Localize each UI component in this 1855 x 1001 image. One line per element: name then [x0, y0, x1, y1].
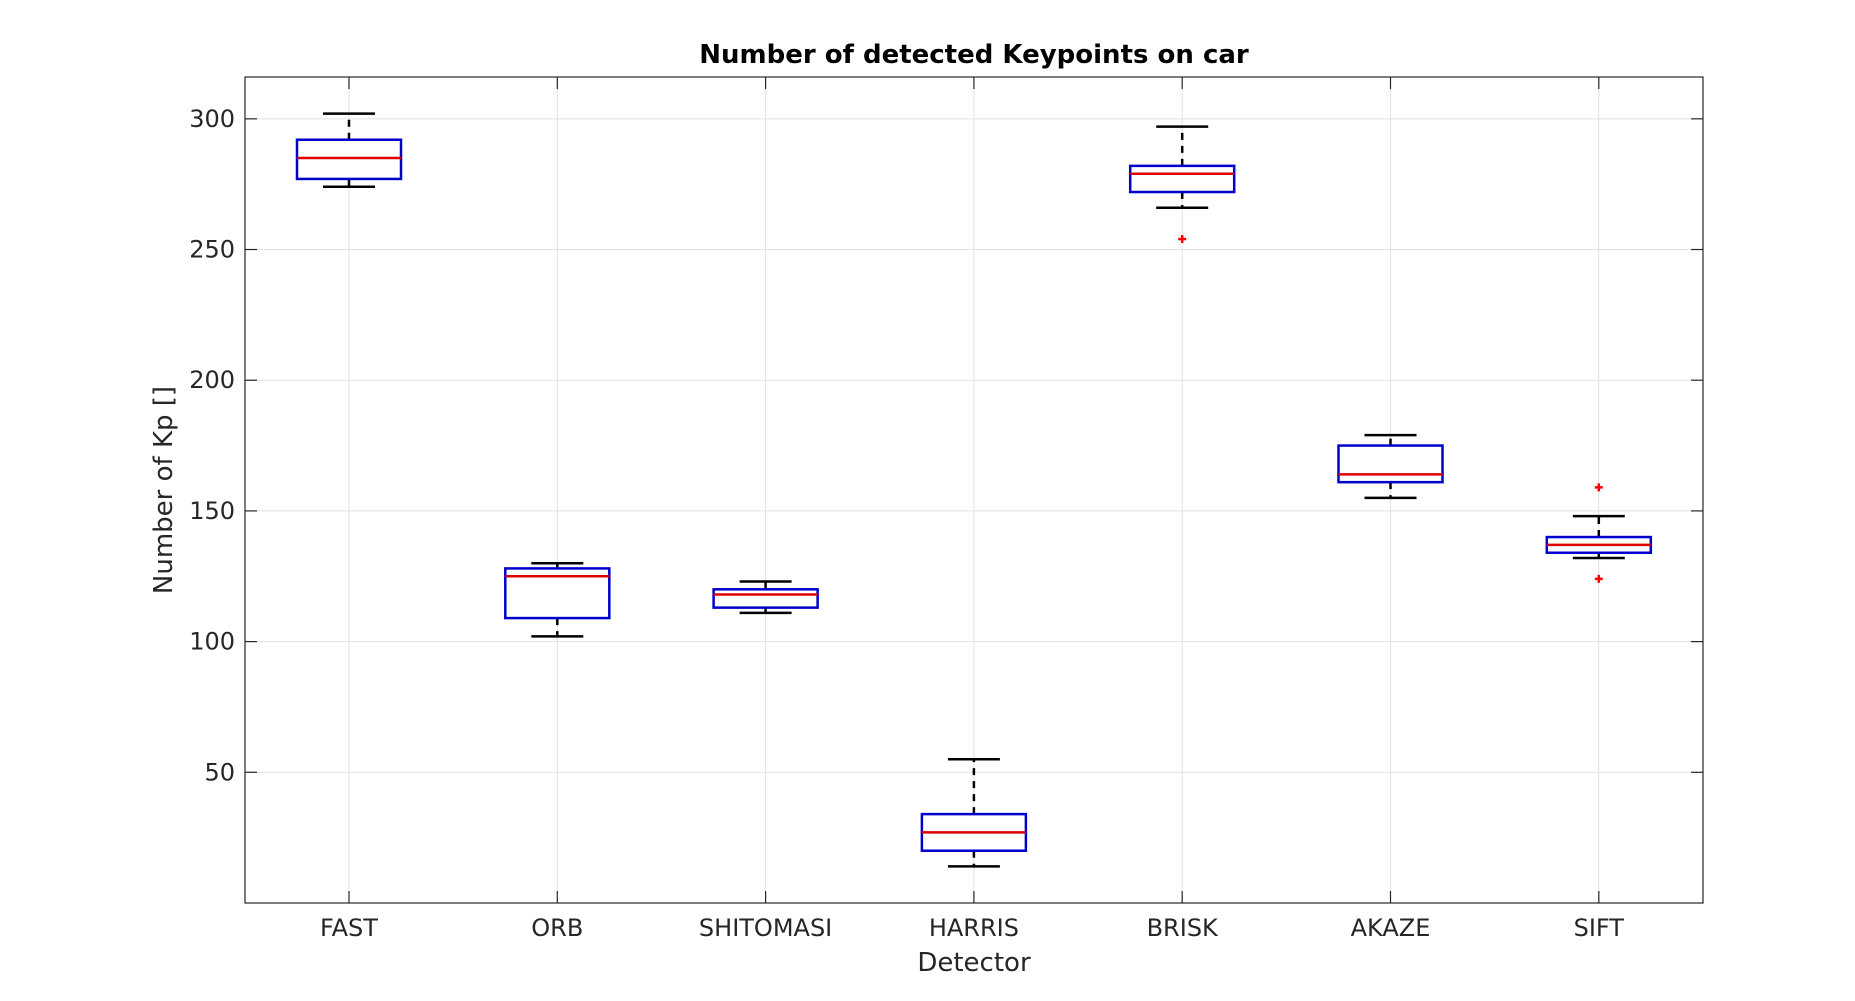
chart-title: Number of detected Keypoints on car [699, 40, 1249, 70]
box-fast [295, 112, 403, 189]
outlier-marker [1178, 235, 1187, 244]
outlier-marker [1594, 574, 1603, 583]
y-axis-label: Number of Kp [] [149, 386, 179, 594]
iqr-box [712, 588, 819, 609]
iqr-box [295, 138, 403, 181]
x-tick-label: SHITOMASI [699, 914, 832, 942]
x-tick-label: HARRIS [929, 914, 1019, 942]
x-tick-label: AKAZE [1351, 914, 1431, 942]
y-tick-label: 200 [189, 366, 235, 394]
box-brisk [1128, 125, 1236, 244]
box-shitomasi [712, 580, 819, 615]
box-harris [920, 757, 1028, 868]
x-tick-label: FAST [320, 914, 378, 942]
axis-ticks: 50 100 150 200 250 300 FAST ORB SHITOMASI HARRIS B… [189, 77, 1703, 942]
y-tick-label: 50 [204, 758, 235, 786]
y-tick-label: 100 [189, 628, 235, 656]
x-tick-label: ORB [531, 914, 583, 942]
iqr-box [1337, 444, 1444, 484]
iqr-box [1128, 164, 1236, 194]
outlier-marker [1594, 483, 1603, 492]
y-tick-label: 150 [189, 497, 235, 525]
x-tick-label: BRISK [1147, 914, 1219, 942]
y-tick-label: 250 [189, 236, 235, 264]
grid [245, 77, 1703, 903]
box-akaze [1337, 433, 1444, 500]
x-axis-label: Detector [917, 948, 1031, 978]
y-tick-label: 300 [189, 105, 235, 133]
boxes [295, 112, 1653, 868]
box-sift [1545, 483, 1653, 583]
box-orb [504, 561, 611, 638]
x-tick-label: SIFT [1574, 914, 1625, 942]
